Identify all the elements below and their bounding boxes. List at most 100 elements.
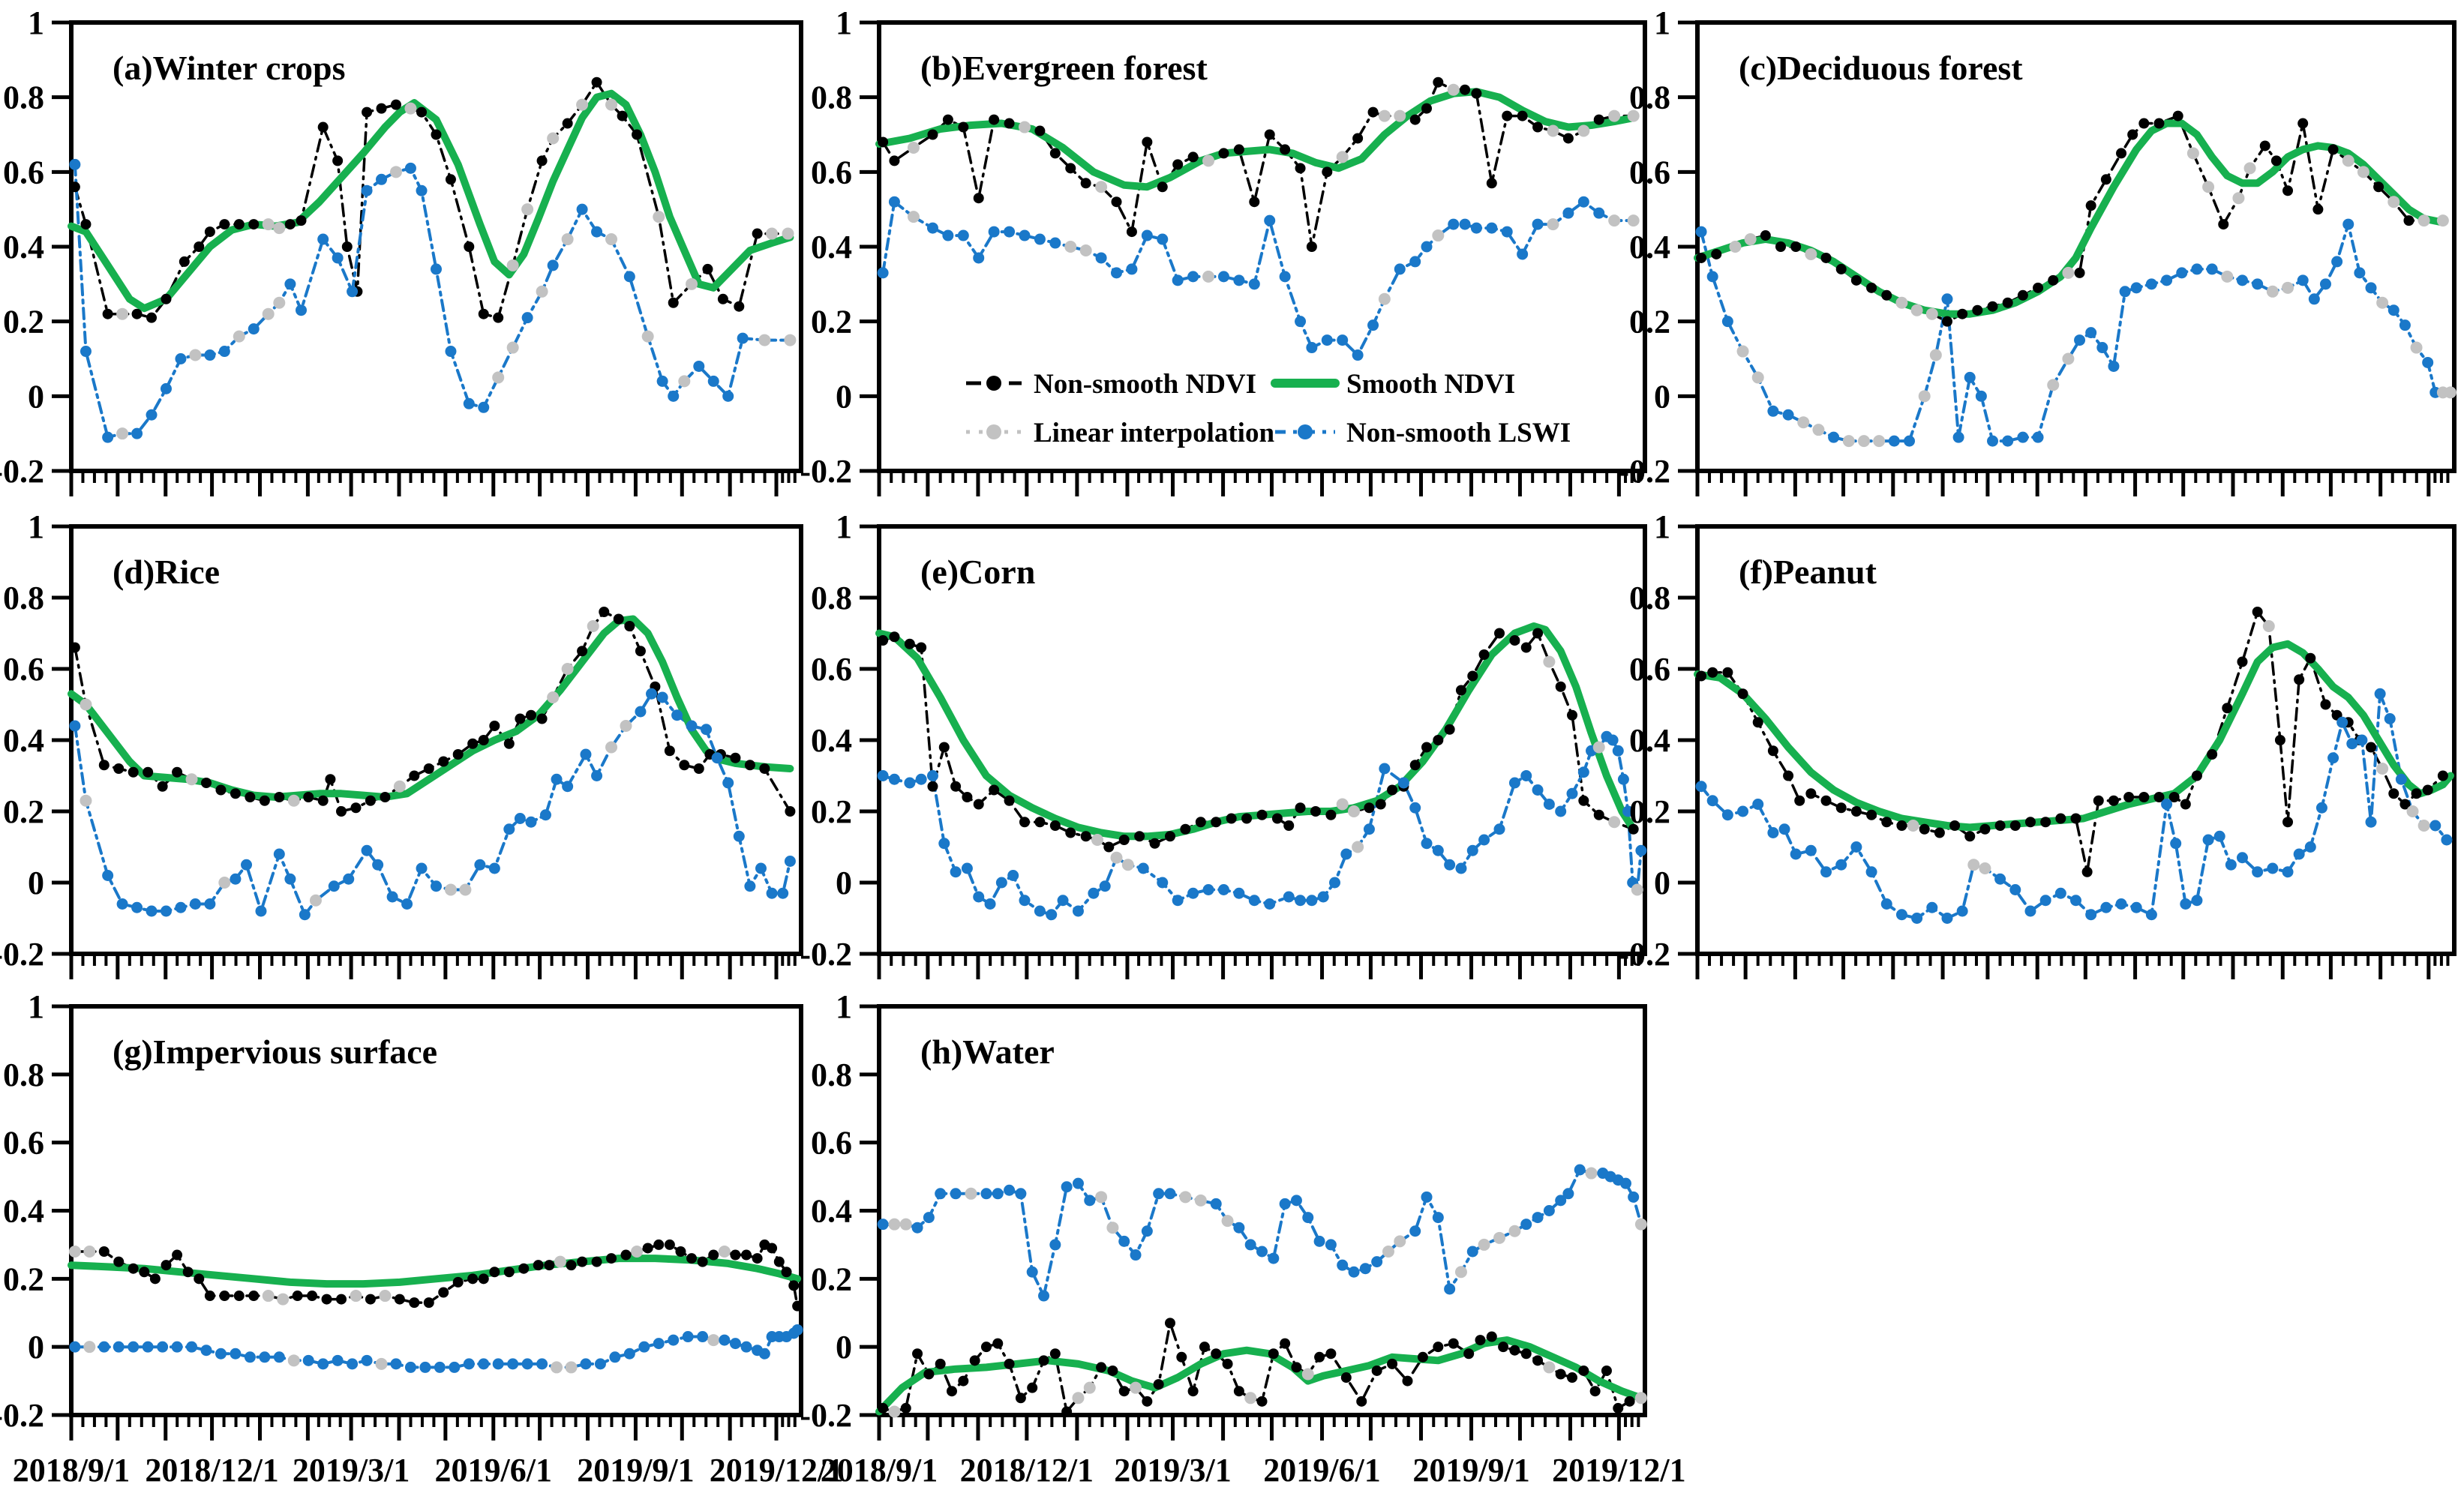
- marker-linear-interpolation: [273, 222, 286, 235]
- marker-linear-interpolation: [1378, 292, 1391, 305]
- marker-nonsmooth-ndvi: [632, 129, 643, 140]
- marker-nonsmooth-ndvi: [489, 1267, 500, 1278]
- marker-nonsmooth-ndvi: [942, 114, 953, 125]
- marker-nonsmooth-ndvi: [2411, 788, 2422, 799]
- marker-nonsmooth-lswi: [503, 823, 515, 835]
- marker-nonsmooth-lswi: [2096, 342, 2108, 354]
- marker-nonsmooth-lswi: [722, 777, 734, 789]
- marker-nonsmooth-ndvi: [201, 778, 212, 788]
- marker-nonsmooth-lswi: [2441, 834, 2453, 846]
- marker-nonsmooth-lswi: [973, 891, 985, 903]
- marker-nonsmooth-ndvi: [1187, 1386, 1199, 1397]
- marker-nonsmooth-ndvi: [536, 155, 548, 166]
- marker-nonsmooth-lswi: [2161, 799, 2173, 810]
- marker-linear-interpolation: [506, 259, 519, 271]
- marker-linear-interpolation: [1729, 241, 1742, 253]
- marker-nonsmooth-lswi: [1532, 784, 1544, 796]
- marker-nonsmooth-ndvi: [2180, 799, 2191, 810]
- marker-linear-interpolation: [1394, 109, 1406, 122]
- marker-nonsmooth-lswi: [1313, 1235, 1325, 1247]
- y-tick-label: 0.8: [1629, 580, 1670, 616]
- marker-nonsmooth-lswi: [2327, 752, 2339, 764]
- marker-nonsmooth-lswi: [1622, 805, 1634, 817]
- marker-nonsmooth-lswi: [1268, 1252, 1280, 1264]
- marker-linear-interpolation: [2376, 763, 2389, 775]
- marker-nonsmooth-lswi: [686, 720, 698, 732]
- marker-linear-interpolation: [2232, 192, 2245, 205]
- marker-linear-interpolation: [350, 1290, 362, 1303]
- legend-marker-nonsmooth-lswi: [1298, 424, 1313, 439]
- marker-nonsmooth-lswi: [284, 873, 296, 885]
- marker-nonsmooth-ndvi: [1509, 635, 1520, 646]
- marker-nonsmooth-lswi: [1397, 777, 1409, 789]
- marker-nonsmooth-lswi: [2336, 716, 2348, 728]
- marker-nonsmooth-lswi: [431, 880, 442, 892]
- marker-nonsmooth-ndvi: [128, 1263, 139, 1274]
- marker-linear-interpolation: [521, 203, 534, 216]
- marker-nonsmooth-lswi: [230, 873, 242, 885]
- marker-nonsmooth-lswi: [284, 278, 296, 290]
- marker-nonsmooth-lswi: [1337, 334, 1349, 346]
- marker-nonsmooth-ndvi: [1532, 121, 1544, 133]
- marker-nonsmooth-lswi: [1141, 229, 1153, 241]
- y-tick-label: 0.4: [811, 1193, 852, 1230]
- marker-linear-interpolation: [561, 663, 574, 675]
- marker-nonsmooth-lswi: [160, 382, 172, 394]
- marker-linear-interpolation: [1244, 1392, 1257, 1405]
- marker-nonsmooth-ndvi: [317, 121, 329, 133]
- y-tick-label: 0.2: [811, 1261, 852, 1297]
- marker-linear-interpolation: [2282, 281, 2294, 294]
- marker-nonsmooth-ndvi: [445, 174, 456, 185]
- marker-nonsmooth-ndvi: [1896, 820, 1907, 831]
- marker-nonsmooth-ndvi: [792, 1300, 803, 1312]
- marker-nonsmooth-lswi: [2422, 356, 2434, 368]
- marker-nonsmooth-lswi: [1695, 781, 1707, 793]
- panel-c-title: (c)Deciduous forest: [1739, 49, 2023, 87]
- marker-nonsmooth-lswi: [1217, 271, 1229, 283]
- marker-linear-interpolation: [1194, 1194, 1207, 1207]
- marker-linear-interpolation: [1378, 109, 1391, 122]
- marker-nonsmooth-ndvi: [668, 297, 679, 308]
- y-tick-label: 0.4: [1629, 722, 1670, 759]
- marker-nonsmooth-lswi: [1850, 841, 1862, 853]
- marker-nonsmooth-ndvi: [562, 118, 573, 129]
- y-tick-label: -0.2: [0, 936, 44, 973]
- marker-nonsmooth-ndvi: [1463, 1348, 1475, 1360]
- marker-nonsmooth-ndvi: [503, 738, 515, 749]
- marker-nonsmooth-ndvi: [878, 635, 889, 646]
- marker-nonsmooth-lswi: [2236, 274, 2248, 286]
- marker-linear-interpolation: [389, 166, 402, 178]
- marker-nonsmooth-ndvi: [143, 766, 154, 778]
- marker-nonsmooth-lswi: [1340, 848, 1352, 860]
- marker-nonsmooth-lswi: [2374, 688, 2386, 700]
- marker-nonsmooth-lswi: [1306, 342, 1318, 354]
- marker-linear-interpolation: [551, 1361, 563, 1374]
- marker-nonsmooth-ndvi: [2024, 817, 2036, 828]
- marker-nonsmooth-lswi: [2115, 898, 2127, 910]
- y-tick-label: 1: [836, 508, 852, 545]
- marker-linear-interpolation: [1585, 1167, 1598, 1180]
- marker-nonsmooth-ndvi: [1264, 129, 1275, 140]
- y-tick-label: 1: [28, 508, 44, 545]
- marker-nonsmooth-ndvi: [1226, 813, 1237, 824]
- panel-g: 1 0.8 0.6 0.4 0.2 0 -0.2 2018/9/1 2018/12/1 2019/…: [0, 988, 843, 1489]
- marker-linear-interpolation: [907, 141, 920, 154]
- y-tick-label: -0.2: [800, 453, 852, 490]
- marker-nonsmooth-lswi: [2346, 738, 2358, 750]
- marker-nonsmooth-lswi: [1880, 898, 1892, 910]
- marker-linear-interpolation: [576, 98, 589, 111]
- marker-linear-interpolation: [185, 773, 198, 786]
- marker-nonsmooth-lswi: [2282, 866, 2294, 878]
- marker-nonsmooth-ndvi: [1957, 308, 1968, 319]
- marker-nonsmooth-ndvi: [889, 155, 900, 166]
- y-tick-label: 0.4: [1629, 229, 1670, 265]
- marker-nonsmooth-lswi: [926, 770, 938, 781]
- marker-nonsmooth-lswi: [1562, 1188, 1574, 1200]
- panel-e: 1 0.8 0.6 0.4 0.2 0 -0.2 (e)Corn: [800, 508, 1647, 979]
- marker-nonsmooth-ndvi: [1096, 1362, 1107, 1373]
- marker-nonsmooth-ndvi: [1562, 133, 1574, 144]
- y-tick-label: 0: [836, 1329, 852, 1366]
- marker-nonsmooth-ndvi: [686, 1253, 698, 1264]
- marker-nonsmooth-lswi: [2236, 852, 2248, 864]
- marker-nonsmooth-lswi: [449, 1361, 461, 1373]
